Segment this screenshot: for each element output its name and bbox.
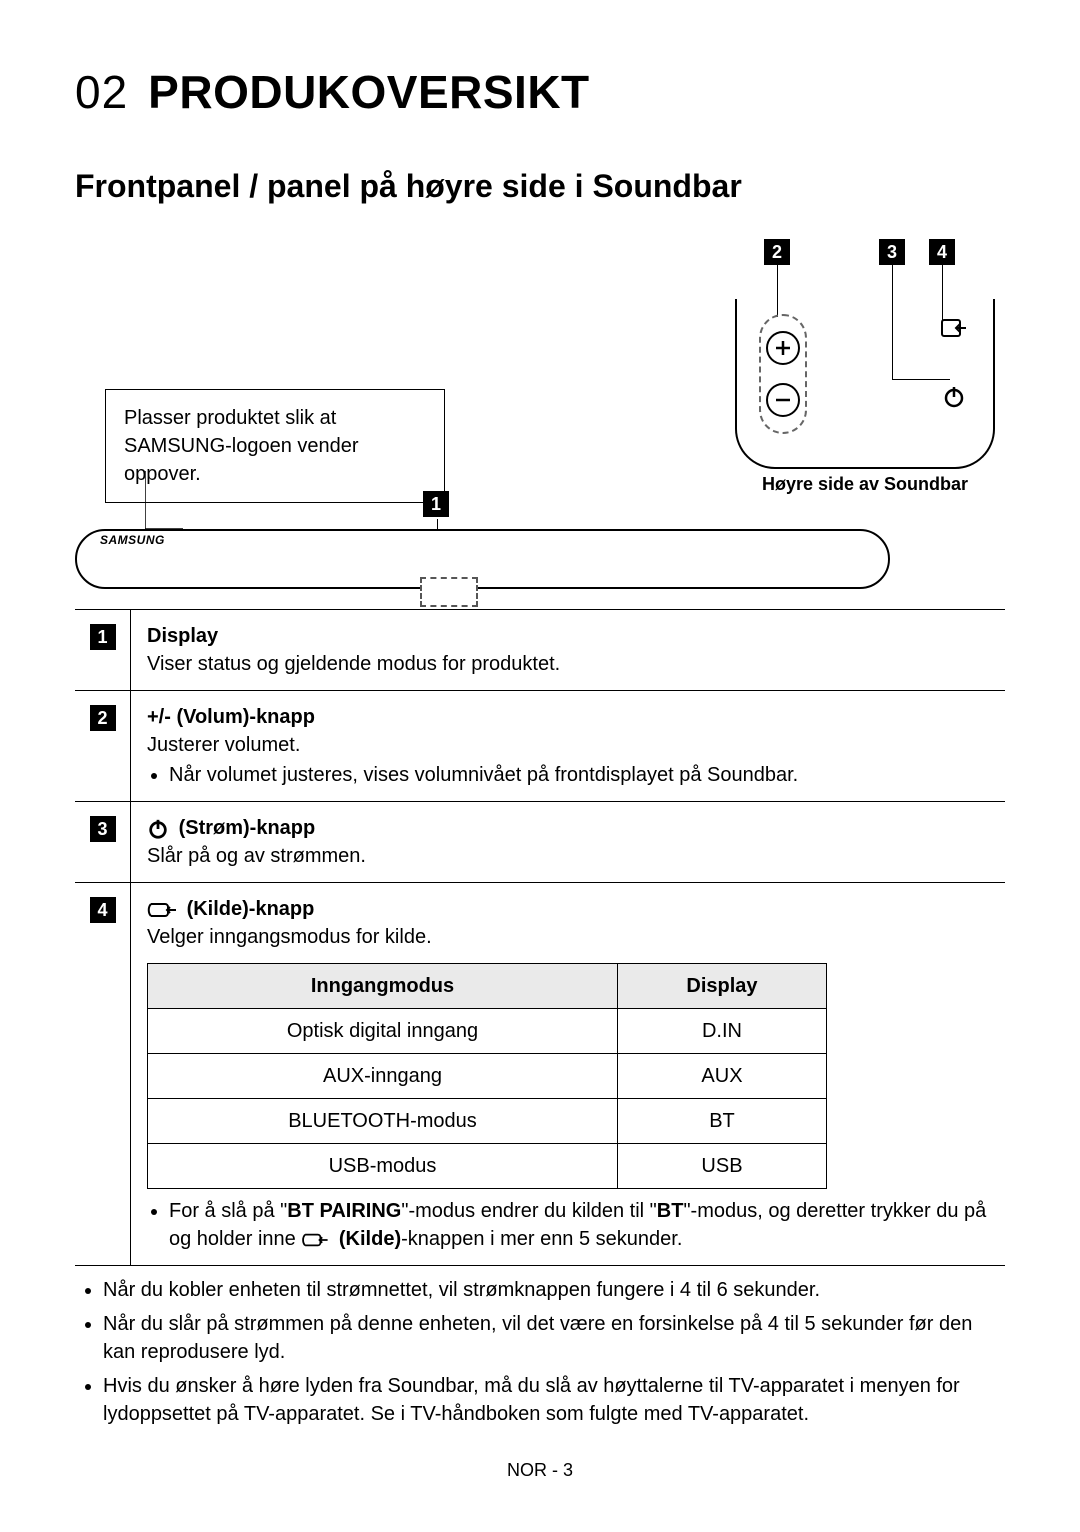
pairing-note: For å slå på "BT PAIRING"-modus endrer d…: [169, 1197, 1001, 1253]
modes-header-mode: Inngangmodus: [148, 964, 618, 1009]
feature-number: 1: [75, 610, 130, 690]
modes-table: Inngangmodus Display Optisk digital inng…: [147, 963, 827, 1189]
modes-header-display: Display: [617, 964, 826, 1009]
feature-title-text: (Kilde)-knapp: [187, 898, 315, 920]
feature-bullet: Når volumet justeres, vises volumnivået …: [169, 761, 1001, 789]
samsung-logo: SAMSUNG: [100, 532, 165, 549]
feature-desc: Viser status og gjeldende modus for prod…: [147, 650, 1001, 678]
callout-2: 2: [764, 239, 790, 265]
table-row: AUX-inngangAUX: [148, 1054, 827, 1099]
table-row: BLUETOOTH-modusBT: [148, 1099, 827, 1144]
section-title: Frontpanel / panel på høyre side i Sound…: [75, 164, 1005, 209]
feature-number: 4: [75, 883, 130, 1265]
display-outline: [420, 577, 478, 607]
feature-number: 3: [75, 802, 130, 882]
feature-title: (Kilde)-knapp: [147, 895, 1001, 923]
product-diagram: 2 3 4 Høyre side av Soundbar Plasser pro…: [75, 239, 1005, 589]
feature-desc: Justerer volumet.: [147, 731, 1001, 759]
table-row: Optisk digital inngangD.IN: [148, 1009, 827, 1054]
feature-title: Display: [147, 622, 1001, 650]
feature-title-text: (Strøm)-knapp: [179, 817, 316, 839]
feature-title: +/- (Volum)-knapp: [147, 703, 1001, 731]
table-row: USB-modusUSB: [148, 1144, 827, 1189]
page-footer: NOR - 3: [75, 1458, 1005, 1483]
feature-row: 4 (Kilde)-knapp Velger inngangsmodus for…: [75, 883, 1005, 1266]
callout-4: 4: [929, 239, 955, 265]
power-icon: [147, 818, 169, 840]
volume-down-icon: [766, 383, 800, 417]
feature-row: 3 (Strøm)-knapp Slår på og av strømmen.: [75, 802, 1005, 883]
feature-body: +/- (Volum)-knapp Justerer volumet. Når …: [130, 691, 1005, 801]
chapter-title: 02 PRODUKOVERSIKT: [75, 60, 1005, 124]
source-icon: [941, 317, 967, 347]
callout-1: 1: [423, 491, 449, 517]
note-item: Når du kobler enheten til strømnettet, v…: [103, 1276, 1005, 1304]
chapter-name: PRODUKOVERSIKT: [148, 60, 589, 124]
side-panel-label: Høyre side av Soundbar: [737, 472, 993, 497]
features-table: 1 Display Viser status og gjeldende modu…: [75, 609, 1005, 1266]
chapter-number: 02: [75, 60, 128, 124]
power-icon: [942, 385, 966, 417]
feature-row: 2 +/- (Volum)-knapp Justerer volumet. Nå…: [75, 691, 1005, 802]
side-panel-outline: Høyre side av Soundbar: [735, 299, 995, 469]
feature-row: 1 Display Viser status og gjeldende modu…: [75, 610, 1005, 691]
callout-3: 3: [879, 239, 905, 265]
note-item: Hvis du ønsker å høre lyden fra Soundbar…: [103, 1372, 1005, 1428]
feature-desc: Velger inngangsmodus for kilde.: [147, 923, 1001, 951]
note-item: Når du slår på strømmen på denne enheten…: [103, 1310, 1005, 1366]
speech-tail: [145, 471, 185, 531]
pairing-note-item: For å slå på "BT PAIRING"-modus endrer d…: [169, 1197, 1001, 1253]
feature-title: (Strøm)-knapp: [147, 814, 1001, 842]
soundbar-outline: [75, 529, 890, 589]
table-header-row: Inngangmodus Display: [148, 964, 827, 1009]
feature-desc: Slår på og av strømmen.: [147, 842, 1001, 870]
feature-body: Display Viser status og gjeldende modus …: [130, 610, 1005, 690]
source-icon: [301, 1231, 329, 1249]
feature-number: 2: [75, 691, 130, 801]
feature-body: (Kilde)-knapp Velger inngangsmodus for k…: [130, 883, 1005, 1265]
placement-line1: Plasser produktet slik at: [124, 404, 426, 432]
source-icon: [147, 900, 177, 920]
bottom-notes: Når du kobler enheten til strømnettet, v…: [103, 1276, 1005, 1428]
feature-bullets: Når volumet justeres, vises volumnivået …: [169, 761, 1001, 789]
volume-button-group: [759, 314, 807, 434]
volume-up-icon: [766, 331, 800, 365]
feature-body: (Strøm)-knapp Slår på og av strømmen.: [130, 802, 1005, 882]
side-icons: [941, 317, 967, 417]
